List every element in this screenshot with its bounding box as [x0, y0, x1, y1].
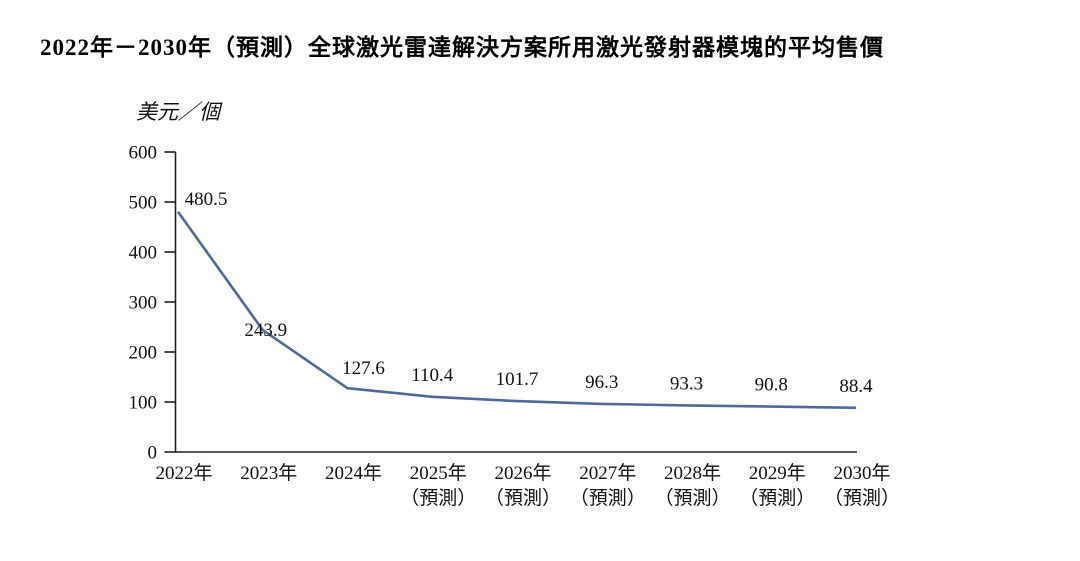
data-label: 93.3 — [670, 373, 703, 394]
y-tick-label: 300 — [129, 293, 158, 314]
x-tick-label: 2027年 — [579, 462, 636, 484]
y-tick-label: 500 — [129, 193, 158, 214]
x-tick-label: 2025年 — [410, 462, 467, 484]
x-tick-note-label: （預測） — [400, 487, 476, 509]
x-tick-label: 2022年 — [155, 462, 212, 484]
x-tick-label: 2028年 — [664, 462, 721, 484]
data-label: 96.3 — [585, 372, 618, 393]
y-tick-label: 400 — [129, 243, 158, 264]
x-tick-note-label: （預測） — [824, 487, 900, 509]
x-tick-note-label: （預測） — [654, 487, 730, 509]
data-label: 243.9 — [244, 320, 287, 341]
x-tick-note-label: （預測） — [485, 487, 561, 509]
x-tick-label: 2024年 — [325, 462, 382, 484]
data-label: 110.4 — [411, 365, 454, 386]
data-label: 88.4 — [839, 376, 873, 397]
x-tick-label: 2026年 — [494, 462, 551, 484]
data-label: 127.6 — [342, 358, 385, 379]
x-tick-label: 2023年 — [240, 462, 297, 484]
data-label: 90.8 — [755, 375, 788, 396]
x-tick-note-label: （預測） — [570, 487, 646, 509]
data-line — [176, 211, 857, 410]
y-tick-label: 200 — [129, 343, 158, 364]
y-axis-unit-label: 美元／個 — [136, 100, 220, 124]
x-tick-label: 2029年 — [749, 462, 806, 484]
y-tick-label: 600 — [129, 143, 158, 164]
x-tick-label: 2030年 — [833, 462, 890, 484]
x-tick-note-label: （預測） — [739, 487, 815, 509]
chart-title: 2022年－2030年（預測）全球激光雷達解決方案所用激光發射器模塊的平均售價 — [40, 35, 884, 60]
data-label: 101.7 — [496, 369, 539, 390]
y-tick-label: 100 — [129, 393, 158, 414]
data-label: 480.5 — [185, 189, 228, 210]
y-tick-label: 0 — [148, 443, 158, 464]
